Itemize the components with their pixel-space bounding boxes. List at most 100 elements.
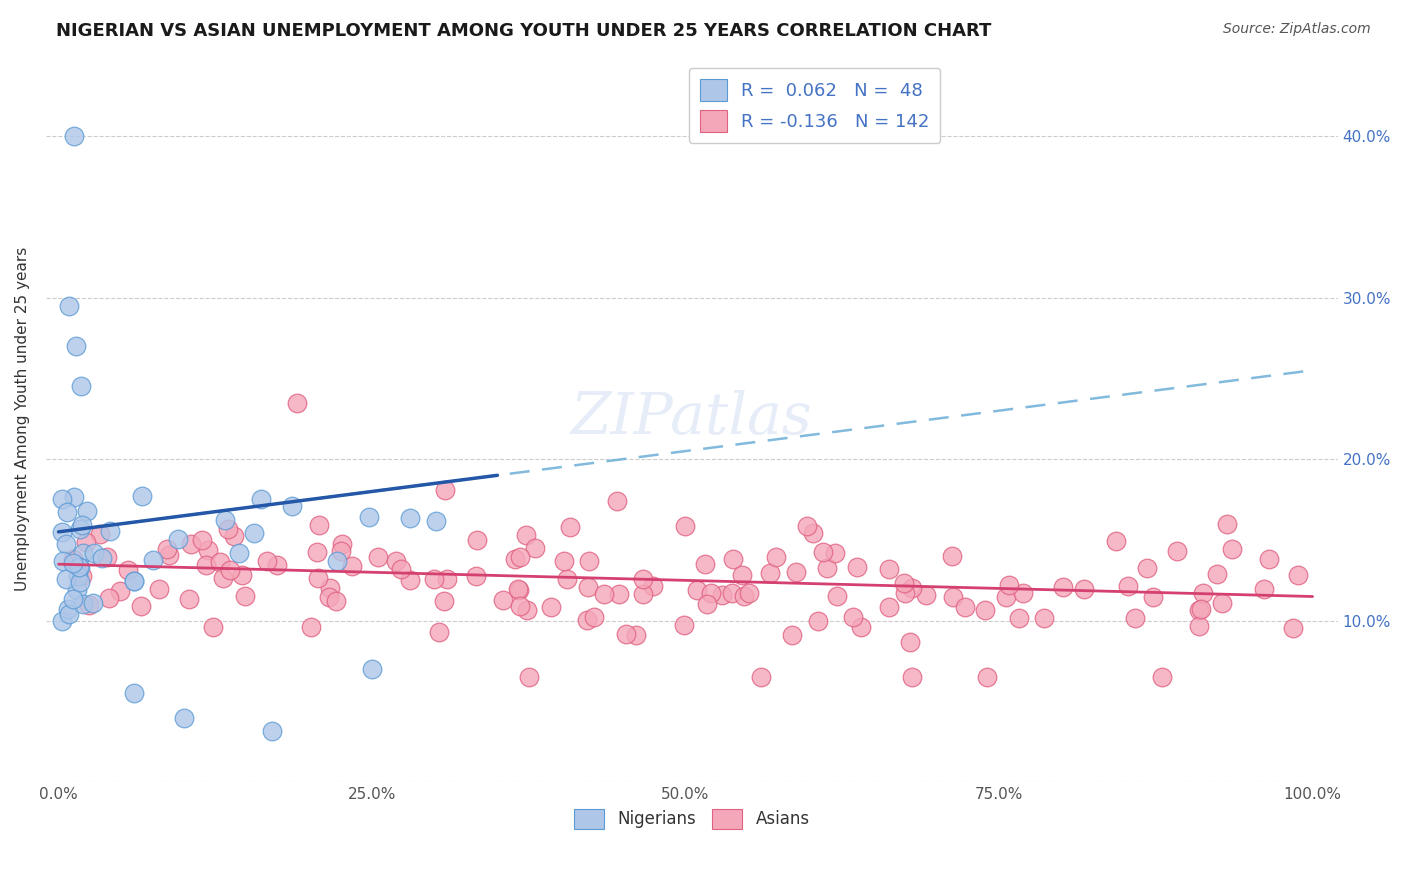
Point bbox=[731, 568, 754, 582]
Point bbox=[318, 590, 340, 604]
Point bbox=[361, 662, 384, 676]
Point bbox=[51, 491, 73, 506]
Point bbox=[942, 591, 965, 605]
Point bbox=[89, 527, 111, 541]
Point bbox=[55, 537, 77, 551]
Point bbox=[427, 624, 450, 639]
Point bbox=[97, 591, 120, 605]
Point bbox=[1116, 579, 1139, 593]
Point bbox=[307, 545, 329, 559]
Point bbox=[325, 594, 347, 608]
Text: Source: ZipAtlas.com: Source: ZipAtlas.com bbox=[1223, 22, 1371, 37]
Text: NIGERIAN VS ASIAN UNEMPLOYMENT AMONG YOUTH UNDER 25 YEARS CORRELATION CHART: NIGERIAN VS ASIAN UNEMPLOYMENT AMONG YOU… bbox=[56, 22, 991, 40]
Point bbox=[51, 614, 73, 628]
Point bbox=[156, 541, 179, 556]
Point bbox=[516, 603, 538, 617]
Text: ZIPatlas: ZIPatlas bbox=[571, 391, 813, 447]
Point bbox=[122, 686, 145, 700]
Point bbox=[191, 533, 214, 547]
Point bbox=[633, 572, 655, 586]
Point bbox=[425, 514, 447, 528]
Point bbox=[75, 535, 97, 549]
Point bbox=[1142, 591, 1164, 605]
Point bbox=[900, 670, 922, 684]
Point bbox=[308, 518, 330, 533]
Point bbox=[96, 550, 118, 565]
Point bbox=[62, 552, 84, 566]
Point bbox=[953, 600, 976, 615]
Point bbox=[849, 620, 872, 634]
Point bbox=[398, 573, 420, 587]
Point bbox=[55, 572, 77, 586]
Point bbox=[506, 582, 529, 597]
Point bbox=[941, 549, 963, 563]
Point bbox=[749, 670, 772, 684]
Point bbox=[711, 588, 734, 602]
Point bbox=[72, 546, 94, 560]
Point bbox=[243, 526, 266, 541]
Point bbox=[72, 597, 94, 611]
Point bbox=[62, 128, 84, 143]
Point bbox=[673, 617, 696, 632]
Point bbox=[433, 594, 456, 608]
Point bbox=[901, 581, 924, 595]
Point bbox=[893, 586, 915, 600]
Point bbox=[721, 585, 744, 599]
Point bbox=[624, 628, 647, 642]
Point bbox=[693, 557, 716, 571]
Point bbox=[491, 592, 513, 607]
Point bbox=[357, 510, 380, 524]
Point bbox=[69, 560, 91, 574]
Point bbox=[129, 599, 152, 613]
Point bbox=[222, 529, 245, 543]
Point bbox=[58, 602, 80, 616]
Point bbox=[62, 556, 84, 570]
Point bbox=[555, 572, 578, 586]
Point bbox=[201, 620, 224, 634]
Point bbox=[825, 589, 848, 603]
Point bbox=[197, 542, 219, 557]
Point bbox=[62, 490, 84, 504]
Point bbox=[877, 600, 900, 615]
Point bbox=[606, 494, 628, 508]
Point bbox=[141, 552, 163, 566]
Y-axis label: Unemployment Among Youth under 25 years: Unemployment Among Youth under 25 years bbox=[15, 246, 30, 591]
Point bbox=[167, 532, 190, 546]
Point bbox=[607, 587, 630, 601]
Point bbox=[465, 569, 488, 583]
Point bbox=[66, 583, 89, 598]
Point bbox=[593, 586, 616, 600]
Point bbox=[131, 489, 153, 503]
Point bbox=[1188, 603, 1211, 617]
Point bbox=[1253, 582, 1275, 596]
Point bbox=[70, 568, 93, 582]
Point bbox=[893, 576, 915, 591]
Point bbox=[122, 574, 145, 588]
Point bbox=[815, 561, 838, 575]
Point bbox=[1052, 580, 1074, 594]
Point bbox=[997, 578, 1019, 592]
Point bbox=[179, 592, 201, 607]
Point bbox=[733, 590, 755, 604]
Point bbox=[509, 599, 531, 614]
Point bbox=[553, 554, 575, 568]
Point bbox=[391, 562, 413, 576]
Point bbox=[340, 558, 363, 573]
Point bbox=[1123, 610, 1146, 624]
Point bbox=[1191, 586, 1213, 600]
Point bbox=[79, 598, 101, 612]
Point bbox=[58, 607, 80, 621]
Point bbox=[423, 572, 446, 586]
Point bbox=[194, 558, 217, 573]
Point bbox=[52, 554, 75, 568]
Point bbox=[1152, 670, 1174, 684]
Point bbox=[1136, 561, 1159, 575]
Point bbox=[738, 586, 761, 600]
Point bbox=[58, 299, 80, 313]
Point bbox=[436, 572, 458, 586]
Point bbox=[1205, 567, 1227, 582]
Point bbox=[807, 614, 830, 628]
Point bbox=[91, 550, 114, 565]
Point bbox=[1007, 611, 1029, 625]
Point bbox=[721, 552, 744, 566]
